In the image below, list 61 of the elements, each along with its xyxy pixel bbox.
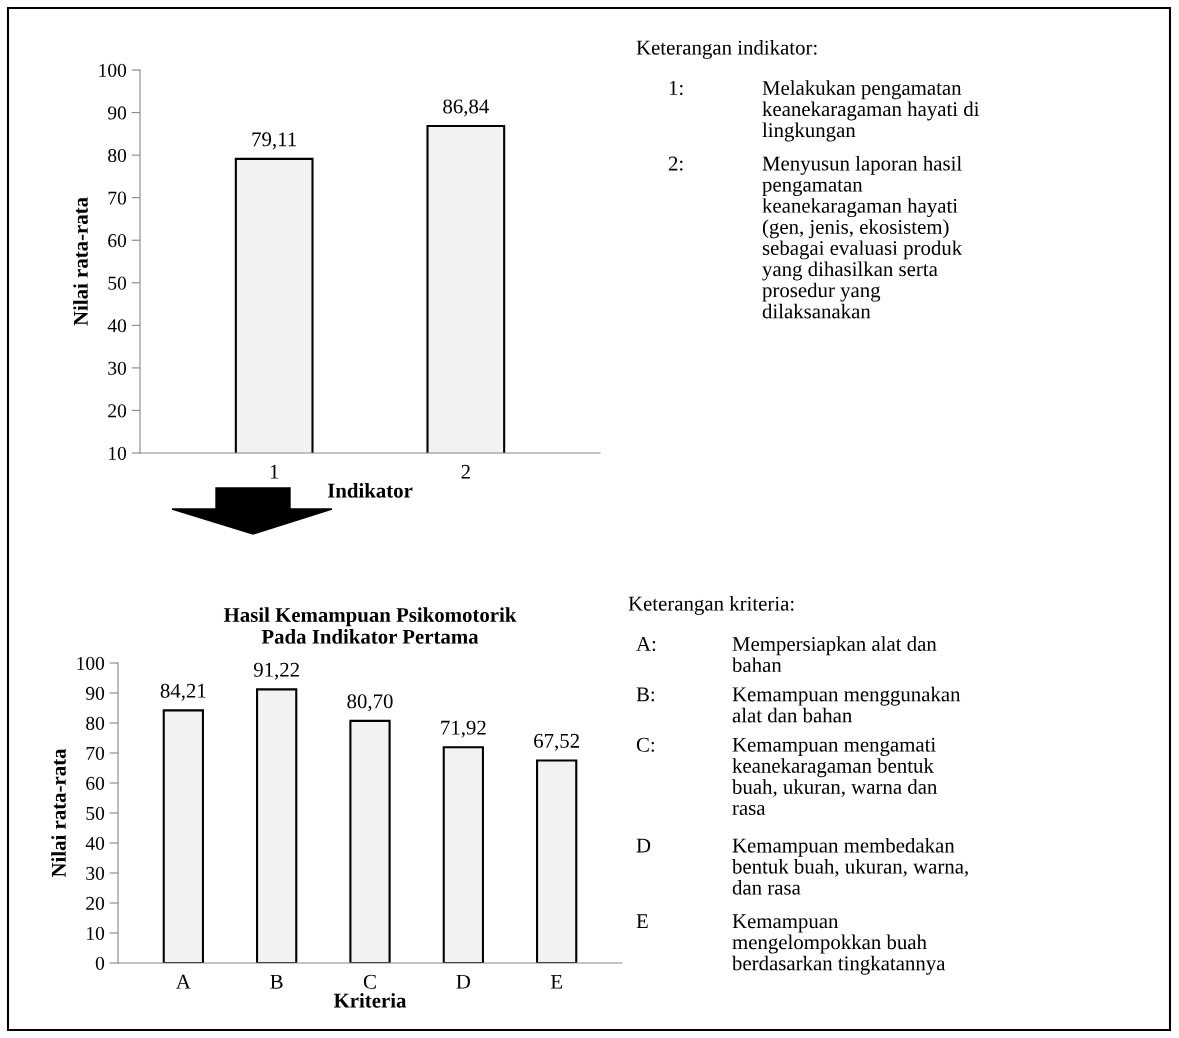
data-label: 84,21 (160, 683, 206, 701)
text: B: (636, 687, 654, 702)
text: E (636, 914, 648, 928)
bar (349, 719, 391, 963)
text: Melakukan pengamatan keanekaragaman hayati di lingkungan (762, 80, 980, 142)
y-tick-label: 100 (77, 656, 105, 670)
text: Keterangan kriteria: (628, 596, 794, 615)
y-tick-label: 80 (86, 716, 105, 730)
x-tick-label: 1 (270, 464, 279, 479)
data-label: 71,92 (441, 720, 486, 738)
y-axis-title: Nilai rata-rata (73, 197, 88, 326)
y-tick-label: 30 (108, 361, 127, 375)
y-tick-label: 0 (95, 956, 105, 970)
y-tick-label: 50 (86, 806, 105, 820)
y-tick-label: 70 (86, 746, 105, 760)
data-label: 86,84 (443, 99, 489, 117)
x-axis-title: Kriteria (333, 993, 407, 1008)
bar (256, 688, 298, 963)
data-label: 67,52 (534, 733, 579, 751)
text: D (636, 838, 651, 853)
y-tick-label: 10 (109, 446, 127, 460)
y-tick-label: 20 (108, 404, 127, 418)
y-tick-label: 30 (86, 866, 105, 880)
y-tick-label: 100 (99, 63, 127, 77)
x-tick-label: C (363, 974, 376, 989)
x-tick-label: D (456, 974, 471, 989)
y-tick-label: 20 (86, 896, 105, 910)
text: Kemampuan menggunakan alat dan bahan (732, 686, 961, 723)
text: Keterangan indikator: (636, 40, 817, 59)
text: A: (636, 637, 656, 652)
y-tick-label: 90 (85, 686, 105, 700)
text: Menyusun laporan hasil pengamatan keanekaragaman hayati (gen, jenis, ekosistem) sebagai evaluasi produk yang dihasilkan serta prosedur yang dilaksanakan (762, 155, 963, 319)
x-tick-label: E (550, 974, 562, 989)
text: Mempersiapkan alat dan bahan (732, 636, 937, 673)
text: Kemampuan membedakan bentuk buah, ukuran, warna, dan rasa (732, 837, 968, 895)
text: Kemampuan mengamati keanekaragaman bentuk buah, ukuran, warna dan rasa (732, 737, 938, 816)
y-tick-label: 40 (85, 836, 105, 850)
y-tick-label: 60 (108, 234, 127, 248)
y-tick-label: 40 (107, 319, 127, 333)
bar (162, 709, 204, 963)
bar (536, 759, 578, 963)
x-tick-label: 2 (461, 464, 470, 479)
text: C: (636, 737, 654, 752)
chart-title: Hasil Kemampuan Psikomotorik Pada Indikator Pertama (223, 607, 517, 644)
text: 2: (668, 156, 683, 171)
y-tick-label: 90 (107, 106, 127, 120)
bar (442, 746, 484, 963)
data-label: 79,11 (252, 132, 296, 150)
x-tick-label: B (270, 974, 283, 989)
x-tick-label: A (176, 974, 191, 989)
y-axis-title: Nilai rata-rata (51, 748, 66, 878)
y-tick-label: 60 (86, 776, 105, 790)
text: 1: (669, 81, 683, 96)
y-tick-label: 80 (108, 148, 127, 163)
data-label: 80,70 (347, 694, 393, 712)
data-label: 91,22 (253, 662, 299, 680)
y-tick-label: 70 (108, 191, 127, 205)
y-tick-label: 10 (87, 926, 105, 940)
y-tick-label: 50 (108, 276, 127, 290)
text: Kemampuan mengelompokkan buah berdasarkan tingkatannya (732, 914, 946, 975)
x-axis-title: Indikator (327, 483, 413, 498)
